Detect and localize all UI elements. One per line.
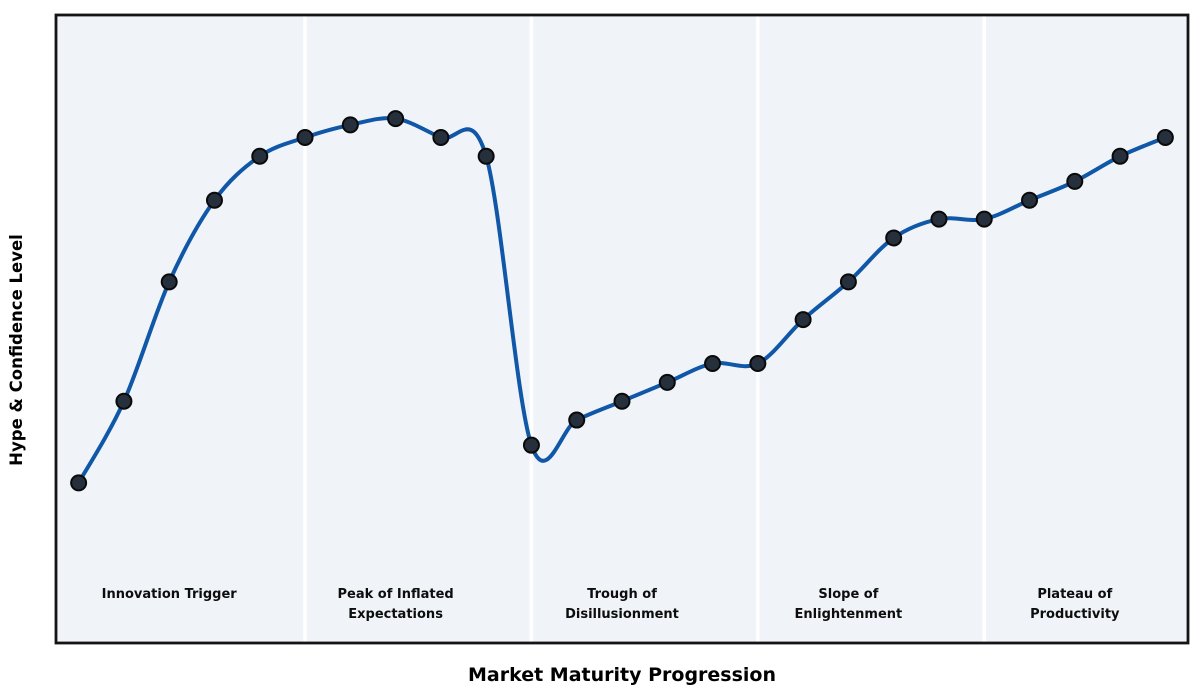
x-axis-label: Market Maturity Progression [468,664,776,686]
data-point [341,116,359,134]
phase-label-line: Innovation Trigger [102,587,238,602]
phase-labels: Innovation Trigger Peak of Inflated Expect… [102,587,1120,622]
y-axis-label: Hype & Confidence Level [7,234,26,466]
phase-label-line: Peak of Inflated [337,587,453,602]
plot-border [54,13,1190,645]
data-points [70,110,1174,492]
data-point [568,411,586,429]
phase-label-plateau-of-productivity: Plateau of Productivity [1030,587,1120,622]
data-point [839,273,857,291]
data-point [1156,128,1174,146]
phase-label-slope-of-enlightenment: Slope of Enlightenment [795,587,903,622]
data-point [1066,172,1084,190]
phase-label-line: Plateau of [1037,587,1112,602]
data-point [251,147,269,165]
phase-label-line: Disillusionment [565,607,679,622]
data-point [432,128,450,146]
data-point [1111,147,1129,165]
plot-area [56,15,1188,643]
data-point [296,128,314,146]
phase-label-line: Expectations [348,607,443,622]
data-point [115,392,133,410]
data-point [613,392,631,410]
phase-label-line: Slope of [818,587,878,602]
data-point [1021,191,1039,209]
phase-label-line: Enlightenment [795,607,903,622]
phase-label-innovation-trigger: Innovation Trigger [102,587,238,602]
phase-label-peak-of-inflated-expectations: Peak of Inflated Expectations [337,587,453,622]
phase-dividers [303,15,986,643]
data-point [160,273,178,291]
phase-label-line: Productivity [1030,607,1120,622]
data-point [387,110,405,128]
data-point [477,147,495,165]
data-point [658,373,676,391]
data-point [794,311,812,329]
phase-label-line: Trough of [587,587,657,602]
data-point [749,355,767,373]
data-point [930,210,948,228]
data-point [205,191,223,209]
data-point [70,474,88,492]
data-point [975,210,993,228]
data-point [885,229,903,247]
data-point [522,436,540,454]
data-point [704,355,722,373]
phase-label-trough-of-disillusionment: Trough of Disillusionment [565,587,679,622]
